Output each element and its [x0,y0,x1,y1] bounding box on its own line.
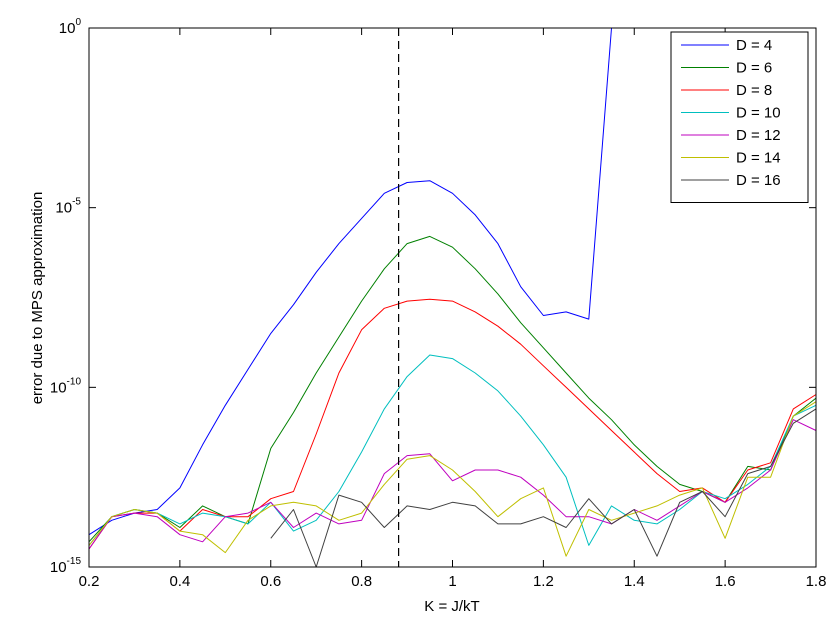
x-tick-label: 1.8 [806,573,827,590]
series-line-d8 [88,298,817,550]
legend-label: D = 12 [736,127,781,144]
y-axis-label: error due to MPS approximation [29,192,46,405]
x-tick-label: 1 [448,573,456,590]
x-tick-label: 0.2 [79,573,100,590]
series-layer [88,28,817,568]
legend-label: D = 14 [736,150,781,167]
y-tick-label: 10-15 [50,556,82,576]
legend-label: D = 16 [736,172,781,189]
y-tick-label: 10-10 [50,376,82,396]
x-tick-label: 0.8 [351,573,372,590]
series-line-d10 [88,354,817,546]
y-tick-label: 100 [59,17,82,37]
legend-label: D = 4 [736,37,772,54]
legend-label: D = 6 [736,60,772,77]
legend-label: D = 10 [736,105,781,122]
x-tick-label: 1.6 [715,573,736,590]
x-tick-label: 1.4 [624,573,645,590]
legend-label: D = 8 [736,82,772,99]
x-tick-label: 0.4 [169,573,190,590]
series-line-d16 [270,408,817,568]
y-tick-label: 10-5 [55,197,81,217]
series-line-d14 [88,401,817,557]
x-tick-label: 0.6 [260,573,281,590]
x-tick-label: 1.2 [533,573,554,590]
x-axis-label: K = J/kT [424,598,479,615]
legend-box [670,31,809,203]
series-line-d12 [88,419,817,550]
